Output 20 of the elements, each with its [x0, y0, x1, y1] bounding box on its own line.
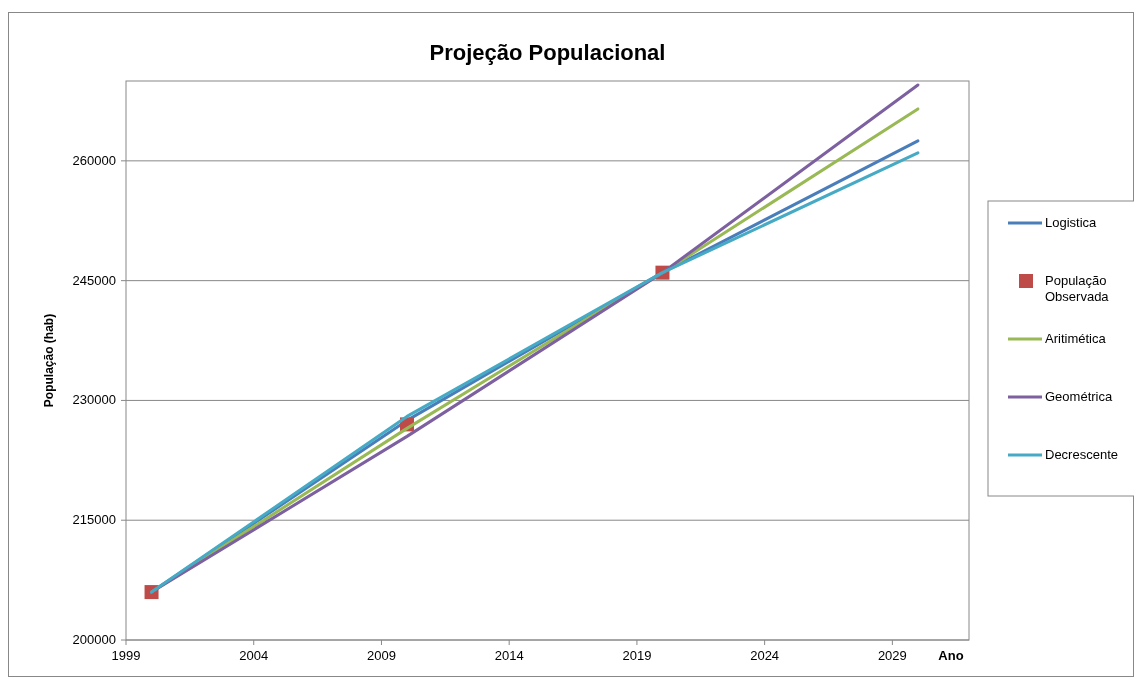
x-tick-label: 2019: [622, 648, 652, 663]
legend-label: Geométrica: [1045, 389, 1113, 404]
y-tick-label: 200000: [72, 632, 116, 647]
legend-label: Logistica: [1045, 215, 1098, 230]
x-tick-label: 2004: [239, 648, 269, 663]
x-tick-label: 1999: [111, 648, 141, 663]
legend-label: Aritimética: [1045, 331, 1107, 346]
x-tick-label: 2024: [750, 648, 780, 663]
y-axis-title: População (hab): [42, 313, 56, 408]
x-tick-label: 2009: [366, 648, 396, 663]
y-tick-label: 260000: [72, 152, 116, 168]
y-tick-label: 230000: [72, 392, 116, 408]
legend-label: População Observada: [1045, 273, 1110, 304]
x-tick-label: 2014: [494, 648, 524, 663]
y-tick-label: 245000: [72, 272, 116, 288]
y-tick-label: 215000: [72, 512, 116, 528]
chart-title: Projeção Populacional: [429, 40, 666, 65]
x-axis-title: Ano: [938, 648, 964, 663]
x-tick-label: 2029: [877, 648, 907, 663]
legend-label: Decrescente: [1045, 447, 1118, 462]
